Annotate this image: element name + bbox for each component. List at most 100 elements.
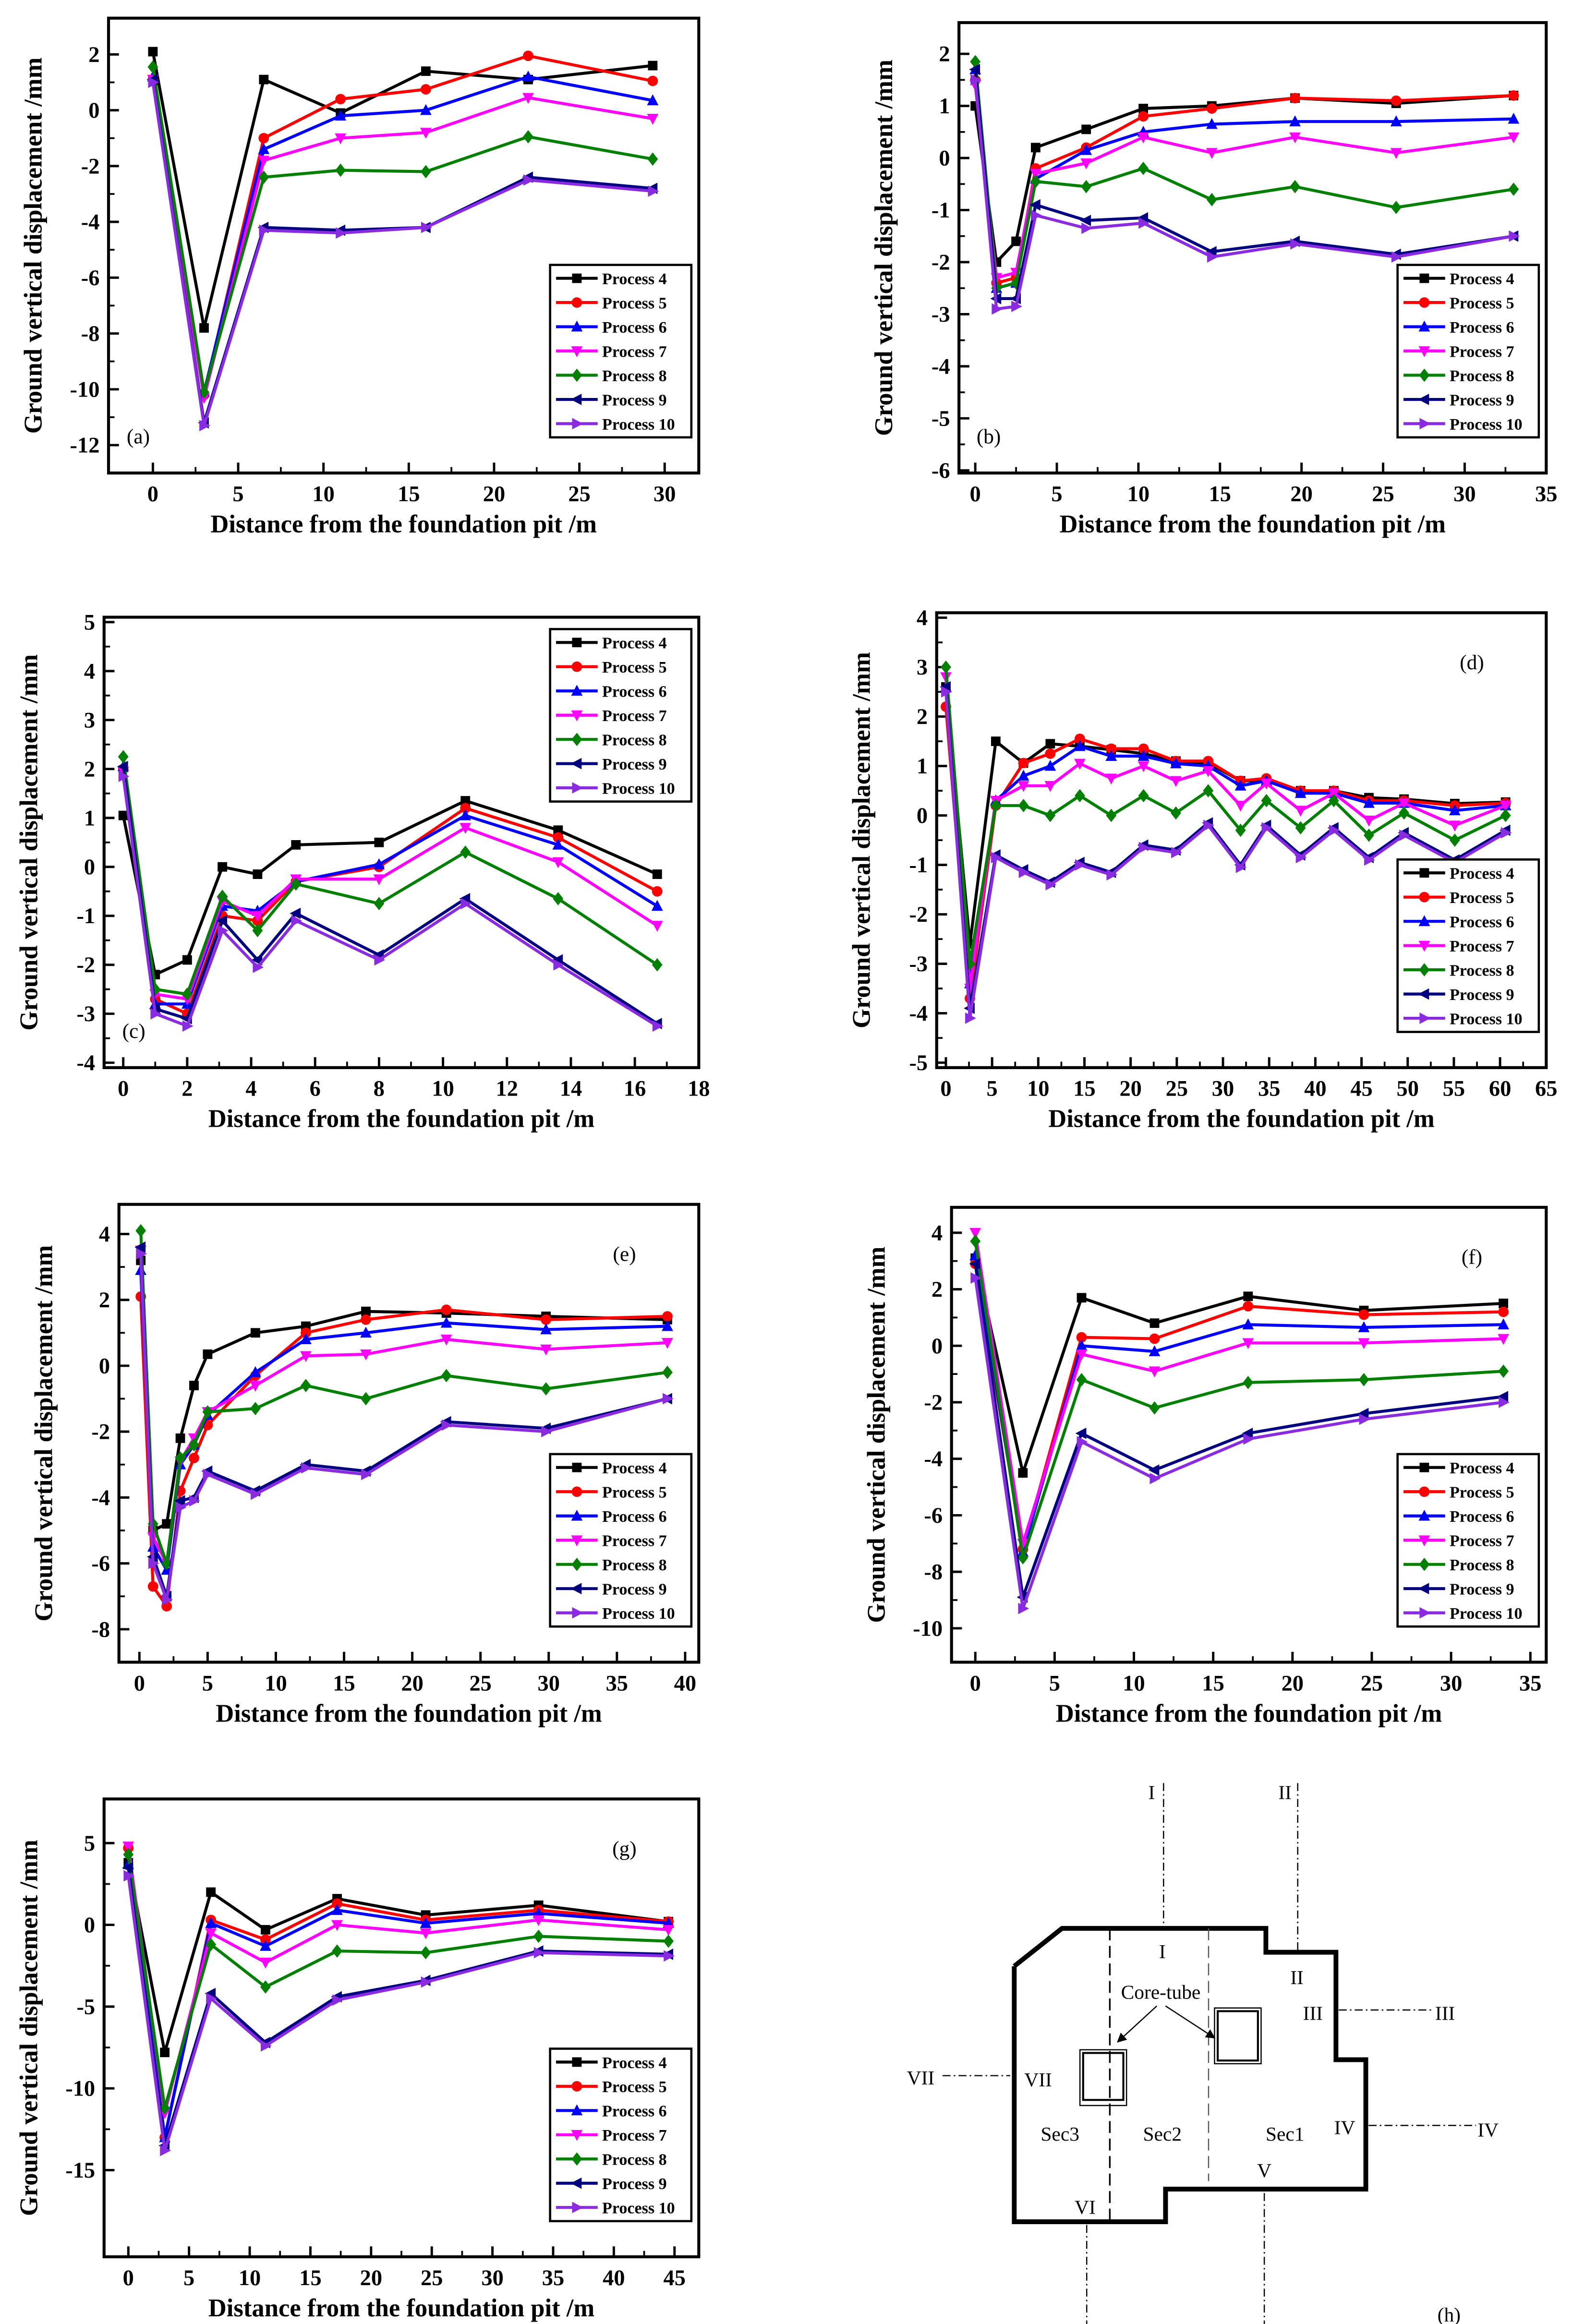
y-tick-label: 4 <box>932 1221 943 1245</box>
triangle-right-marker <box>553 959 565 971</box>
square-marker <box>1011 236 1021 246</box>
legend-item: Process 6 <box>556 2103 667 2120</box>
triangle-up-marker <box>571 1509 583 1521</box>
triangle-right-marker <box>182 1020 194 1032</box>
diamond-marker <box>1358 1373 1369 1386</box>
diamond-marker <box>161 1556 172 1570</box>
triangle-down-marker <box>1080 158 1092 169</box>
triangle-down-marker <box>1508 132 1520 144</box>
triangle-right-marker <box>136 1248 147 1260</box>
y-tick-label: 2 <box>939 42 950 67</box>
x-tick-label: 55 <box>1443 1077 1465 1101</box>
triangle-right-marker <box>572 782 583 794</box>
triangle-left-marker <box>122 1862 133 1874</box>
triangle-right-marker <box>1150 1473 1161 1484</box>
circle-marker <box>420 84 431 95</box>
triangle-left-marker <box>1075 1427 1087 1439</box>
series-line <box>121 799 658 977</box>
diamond-marker <box>290 877 302 891</box>
triangle-right-marker <box>1500 827 1512 839</box>
diamond-marker <box>990 799 1001 812</box>
triangle-down-marker <box>440 1335 452 1346</box>
y-tick-label: -1 <box>932 198 950 223</box>
triangle-left-marker <box>570 394 582 405</box>
legend-label: Process 5 <box>602 295 667 313</box>
triangle-right-marker <box>253 961 264 973</box>
label-II-outer: II <box>1278 1781 1292 1803</box>
legend-box <box>1396 858 1540 1033</box>
x-tick-label: 20 <box>1290 482 1312 506</box>
triangle-up-marker <box>373 858 385 869</box>
foundation-pit-outline <box>1012 1926 1368 2224</box>
diamond-marker <box>175 1451 186 1465</box>
diamond-marker <box>523 130 533 144</box>
plot-frame <box>957 21 1548 475</box>
x-tick-label: 40 <box>674 1671 696 1696</box>
triangle-up-marker <box>1508 112 1520 124</box>
y-tick-label: -12 <box>70 433 100 458</box>
triangle-up-marker <box>420 104 432 115</box>
legend-item: Process 4 <box>1404 865 1514 883</box>
square-marker <box>182 955 192 965</box>
y-tick-label: 0 <box>99 1354 110 1378</box>
x-axis-label: Distance from the foundation pit /m <box>208 2294 594 2322</box>
circle-marker <box>571 2081 582 2092</box>
legend-label: Process 6 <box>602 683 667 701</box>
triangle-right-marker <box>1290 238 1301 250</box>
diamond-marker <box>1235 823 1246 837</box>
x-tick-label: 20 <box>401 1671 423 1696</box>
legend-label: Process 5 <box>1450 889 1514 907</box>
legend-item: Process 9 <box>556 391 667 409</box>
triangle-right-marker <box>1419 1012 1431 1024</box>
triangle-right-marker <box>1203 819 1215 831</box>
triangle-right-marker <box>663 1393 674 1405</box>
legend-item: Process 5 <box>1404 1484 1514 1502</box>
legend-label: Process 8 <box>602 1556 667 1574</box>
legend-label: Process 9 <box>602 391 667 409</box>
triangle-down-marker <box>651 921 663 932</box>
legend-item: Process 7 <box>1404 1532 1514 1550</box>
square-marker <box>460 796 471 806</box>
x-tick-label: 10 <box>432 1077 454 1101</box>
circle-marker <box>1498 1306 1509 1317</box>
legend-item: Process 7 <box>556 707 667 725</box>
diamond-marker <box>1045 808 1056 822</box>
y-tick-label: -3 <box>76 1002 95 1026</box>
diamond-marker <box>1206 193 1217 206</box>
triangle-right-marker <box>1207 251 1218 263</box>
label-IV-inner: IV <box>1334 2117 1355 2139</box>
diamond-marker <box>1391 201 1402 215</box>
triangle-down-marker <box>249 1381 261 1392</box>
circle-marker <box>258 132 269 144</box>
triangle-left-marker <box>290 907 301 919</box>
legend: Process 4 Process 5 Process 6 Process 7 Proc… <box>1396 264 1540 439</box>
triangle-right-marker <box>1138 842 1150 854</box>
y-tick-label: 2 <box>88 43 99 67</box>
series-line <box>121 771 658 1001</box>
legend-item: Process 10 <box>556 780 675 798</box>
triangle-down-marker <box>1017 781 1029 792</box>
legend-item: Process 6 <box>1404 914 1514 931</box>
series-process-5 <box>970 74 1519 289</box>
circle-marker <box>1138 111 1149 122</box>
square-marker <box>572 638 582 648</box>
legend-label: Process 5 <box>602 2078 667 2096</box>
legend-label: Process 7 <box>602 707 667 725</box>
y-tick-label: -3 <box>932 302 950 327</box>
series-line <box>974 84 1514 280</box>
square-marker <box>1150 1318 1160 1328</box>
diamond-marker <box>970 1234 981 1248</box>
triangle-right-marker <box>123 1870 135 1882</box>
triangle-right-marker <box>199 420 210 432</box>
circle-marker <box>553 832 564 843</box>
label-VII-outer: VII <box>907 2067 935 2089</box>
legend-label: Process 4 <box>1450 865 1514 883</box>
y-tick-label: -1 <box>76 904 95 928</box>
legend-label: Process 9 <box>602 2175 667 2193</box>
triangle-down-marker <box>460 823 472 834</box>
circle-marker <box>652 886 663 897</box>
triangle-down-marker <box>1260 778 1272 790</box>
x-tick-label: 30 <box>538 1671 560 1696</box>
x-tick-label: 65 <box>1535 1077 1557 1101</box>
diamond-marker <box>1364 828 1374 842</box>
